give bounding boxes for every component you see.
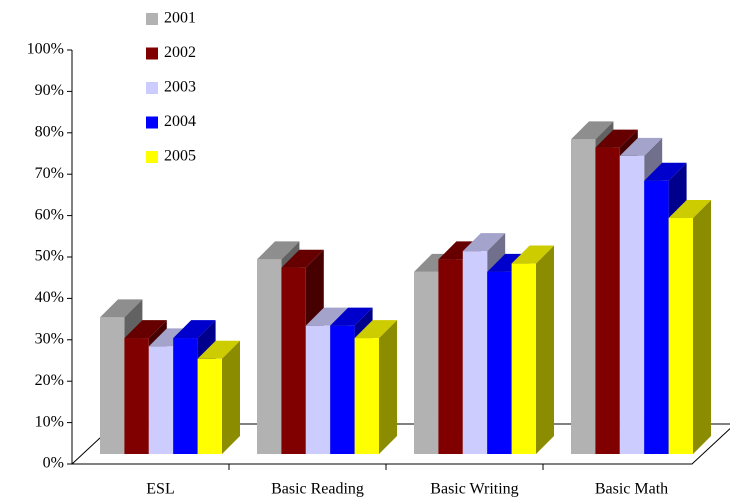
- bar: [148, 346, 174, 454]
- bar: [173, 338, 198, 454]
- legend-label: 2004: [164, 113, 196, 130]
- bar-top: [330, 307, 373, 326]
- bar-top: [173, 320, 216, 339]
- x-tick-label: Basic Math: [595, 481, 668, 498]
- y-tick-label: 100%: [27, 41, 64, 58]
- bar: [668, 218, 693, 454]
- y-tick-label: 70%: [35, 165, 64, 182]
- x-tick-label: ESL: [146, 481, 174, 498]
- legend-label: 2001: [164, 10, 196, 27]
- y-tick-label: 10%: [35, 413, 64, 430]
- bar-top: [257, 241, 300, 260]
- bar: [124, 338, 149, 454]
- bar: [305, 325, 331, 454]
- bar-top: [571, 121, 614, 140]
- bar: [644, 180, 669, 454]
- bar-top: [668, 200, 711, 219]
- legend-swatch: [146, 116, 158, 129]
- bar-top: [354, 320, 397, 339]
- bar: [100, 317, 125, 454]
- bar-side: [379, 320, 397, 454]
- bar-top: [462, 233, 506, 252]
- y-tick-label: 20%: [35, 372, 64, 389]
- bar: [330, 325, 355, 454]
- bar-side: [536, 245, 554, 454]
- x-tick-label: Basic Writing: [430, 481, 518, 498]
- y-tick-label: 80%: [35, 123, 64, 140]
- bar-top: [100, 299, 143, 318]
- bar: [257, 259, 282, 454]
- y-tick-label: 90%: [35, 82, 64, 99]
- bar-side: [222, 340, 240, 454]
- bar-top: [197, 340, 240, 359]
- legend-label: 2005: [164, 148, 196, 165]
- bar: [511, 263, 536, 454]
- bar-top: [305, 307, 349, 326]
- bar: [595, 147, 620, 454]
- bar: [619, 155, 645, 455]
- bar: [462, 251, 488, 454]
- bar: [281, 267, 306, 454]
- y-tick-label: 0%: [43, 455, 64, 472]
- bar-top: [281, 249, 324, 268]
- legend-swatch: [146, 151, 158, 163]
- bar: [197, 358, 222, 454]
- bar: [414, 271, 439, 454]
- x-tick-label: Basic Reading: [271, 481, 364, 498]
- bar-side: [693, 200, 711, 454]
- bar: [438, 259, 463, 454]
- legend-swatch: [146, 82, 158, 94]
- legend-swatch: [146, 47, 158, 60]
- legend-swatch: [146, 13, 158, 25]
- y-tick-label: 30%: [35, 330, 64, 347]
- bar-top: [644, 162, 687, 181]
- bar: [354, 338, 379, 454]
- y-tick-label: 50%: [35, 248, 64, 265]
- y-tick-label: 60%: [35, 206, 64, 223]
- bar: [487, 271, 512, 454]
- legend-label: 2003: [164, 79, 196, 96]
- bar: [571, 139, 596, 455]
- bar-top: [124, 320, 167, 339]
- y-tick-label: 40%: [35, 289, 64, 306]
- bar-top: [595, 129, 638, 148]
- bar-top: [619, 137, 663, 156]
- legend-label: 2002: [164, 44, 196, 61]
- bar-top: [511, 245, 554, 264]
